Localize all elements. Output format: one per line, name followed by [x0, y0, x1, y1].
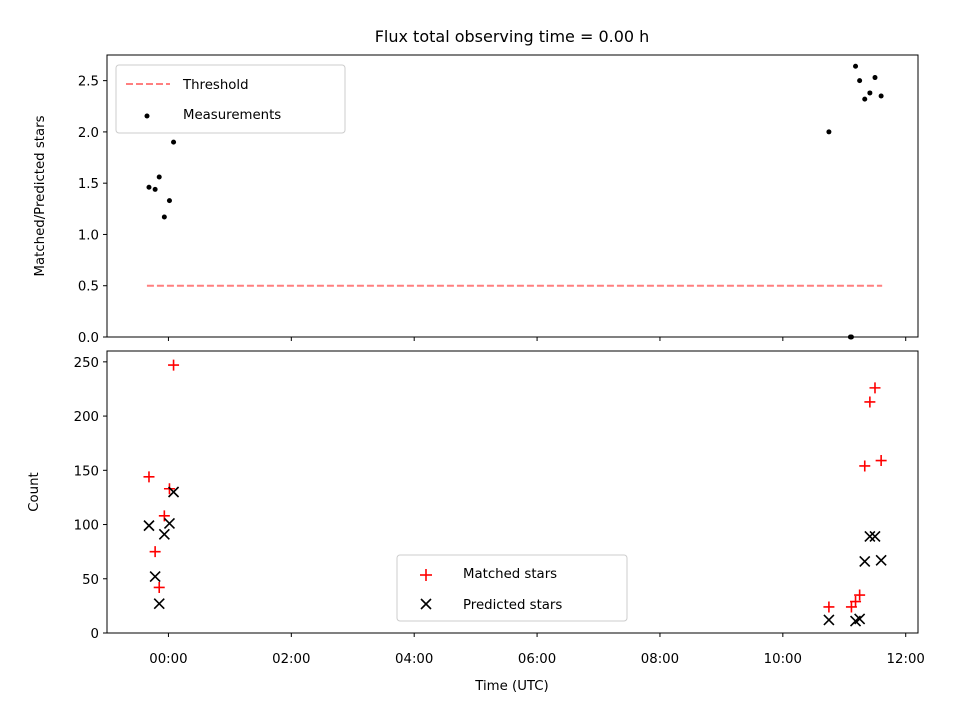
bottom-y-tick-label: 150: [74, 464, 99, 479]
measurement-point: [862, 96, 868, 102]
bottom-x-tick-label: 02:00: [272, 652, 310, 667]
top-axes-frame: [106, 54, 919, 338]
predicted-stars-legend-label: Predicted stars: [463, 598, 562, 613]
matched-stars-point: [875, 455, 887, 467]
predicted-stars-point: [167, 486, 180, 498]
top-y-tick-label: 1.0: [78, 228, 99, 243]
measurement-point: [152, 186, 158, 192]
measurement-point: [171, 139, 177, 145]
matched-stars-point: [850, 596, 862, 608]
measurement-point: [146, 184, 152, 190]
measurement-point: [161, 214, 167, 220]
bottom-x-tick-label: 04:00: [395, 652, 433, 667]
top-y-tick-label: 0.0: [78, 331, 99, 346]
bottom-y-tick-label: 250: [74, 356, 99, 371]
bottom-x-tick-label: 06:00: [518, 652, 556, 667]
top-y-axis: 0.0 0.5 1.0 1.5 2.0 2.5: [78, 75, 107, 346]
measurement-point: [156, 174, 162, 180]
bottom-x-tick-label: 12:00: [887, 652, 925, 667]
matched-stars-point: [859, 460, 871, 472]
bottom-y-tick-label: 100: [74, 519, 99, 534]
matched-stars-legend-marker: [420, 569, 432, 581]
measurement-point: [878, 93, 884, 99]
bottom-y-tick-label: 200: [74, 410, 99, 425]
top-legend-box: [115, 64, 346, 134]
top-legend: Threshold Measurements: [115, 64, 346, 134]
measurement-point: [857, 78, 863, 84]
bottom-x-axis-label: Time (UTC): [474, 679, 549, 694]
measurement-point: [867, 90, 873, 96]
bottom-y-axis: 0 50 100 150 200 250: [74, 356, 107, 642]
bottom-y-tick-label: 50: [82, 573, 99, 588]
top-y-tick-label: 0.5: [78, 280, 99, 295]
matched-stars-legend-label: Matched stars: [463, 567, 557, 582]
bottom-y-axis-label: Count: [27, 472, 42, 512]
matched-stars-point: [823, 601, 835, 613]
bottom-plot-marks: [143, 359, 887, 627]
top-y-tick-label: 2.5: [78, 75, 99, 90]
measurement-point: [166, 198, 172, 204]
bottom-axes-frame: [106, 350, 919, 634]
matched-stars-point: [854, 589, 866, 601]
bottom-x-tick-label: 08:00: [641, 652, 679, 667]
bottom-x-tick-label: 00:00: [149, 652, 187, 667]
predicted-stars-legend-marker: [420, 598, 432, 610]
predicted-stars-point: [859, 555, 871, 567]
bottom-panel: 0 50 100 150 200 250 00:00 02:00 04:00 06:00 08:0…: [27, 350, 925, 694]
top-chart-title: Flux total observing time = 0.00 h: [375, 27, 650, 46]
predicted-stars-point: [869, 530, 881, 543]
measurement-point: [826, 129, 832, 135]
predicted-stars-point: [854, 613, 866, 625]
predicted-stars-point: [158, 528, 170, 540]
matched-stars-point: [153, 581, 165, 593]
predicted-stars-point: [153, 598, 165, 610]
predicted-stars-point: [864, 530, 876, 543]
bottom-legend: Matched stars Predicted stars: [396, 554, 628, 622]
predicted-stars-point: [149, 571, 161, 583]
top-y-tick-label: 1.5: [78, 177, 99, 192]
bottom-y-tick-label: 0: [91, 627, 99, 642]
top-panel: 0.0 0.5 1.0 1.5 2.0 2.5 Matched/Predicted sta…: [33, 54, 919, 346]
bottom-x-tick-label: 10:00: [764, 652, 802, 667]
matched-stars-point: [143, 471, 155, 483]
predicted-stars-point: [875, 554, 887, 566]
top-x-axis: [167, 337, 907, 341]
top-y-tick-label: 2.0: [78, 126, 99, 141]
threshold-legend-label: Threshold: [182, 78, 249, 93]
matched-stars-point: [864, 396, 876, 408]
top-y-axis-label: Matched/Predicted stars: [33, 115, 48, 276]
matched-stars-point: [168, 359, 180, 371]
top-plot-marks: [146, 63, 884, 340]
measurement-point: [872, 75, 878, 81]
predicted-stars-point: [823, 614, 835, 626]
measurement-point: [853, 63, 859, 69]
bottom-x-axis: 00:00 02:00 04:00 06:00 08:00 10:00 12:00: [149, 633, 925, 667]
matched-stars-point: [869, 382, 881, 394]
bottom-legend-box: [396, 554, 628, 622]
measurements-legend-label: Measurements: [183, 108, 281, 123]
measurements-legend-marker: [144, 113, 150, 119]
matched-stars-point: [149, 546, 161, 558]
matched-stars-point: [158, 510, 170, 522]
predicted-stars-point: [163, 517, 176, 530]
predicted-stars-point: [143, 520, 155, 532]
